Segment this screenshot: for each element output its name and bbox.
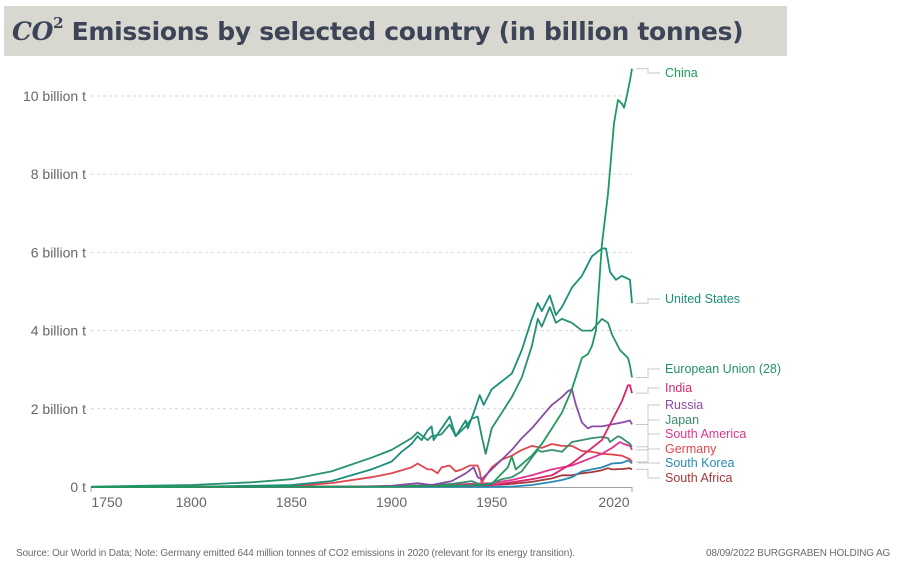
y-tick-label: 8 billion t	[31, 166, 86, 182]
y-tick-label: 10 billion t	[23, 88, 86, 104]
label-connectors	[636, 68, 660, 479]
label-connector	[636, 387, 660, 394]
chart-title: CO2 Emissions by selected country (in bi…	[12, 14, 744, 46]
y-tick-label: 0 t	[70, 479, 86, 495]
x-tick-label: 2020	[598, 494, 629, 510]
series-label: South Africa	[665, 471, 732, 485]
x-tick-label: 1850	[276, 494, 307, 510]
x-tick-label: 1800	[176, 494, 207, 510]
series-label: European Union (28)	[665, 362, 781, 376]
series-label: China	[665, 66, 698, 80]
series-label: Japan	[665, 413, 699, 427]
series-line-united-states	[90, 247, 633, 488]
source-note: Source: Our World in Data; Note: Germany…	[16, 548, 575, 559]
series-labels: China United States European Union (28) Ind…	[665, 66, 781, 485]
title-bar: CO2 Emissions by selected country (in bi…	[4, 6, 787, 56]
label-connector	[636, 468, 660, 479]
series-label: Germany	[665, 442, 717, 456]
label-connector	[636, 433, 660, 451]
title-prefix: CO	[12, 17, 54, 46]
line-chart: 0 t 2 billion t 4 billion t 6 billion t 8 bi…	[23, 66, 781, 510]
x-tick-label: 1750	[91, 494, 122, 510]
label-connector	[636, 298, 660, 304]
gridlines	[91, 95, 632, 410]
series-line-japan	[90, 435, 633, 488]
series-line-south-korea	[90, 459, 633, 488]
title-co2: CO2	[12, 14, 64, 46]
y-tick-label: 6 billion t	[31, 244, 86, 260]
date-company: 08/09/2022 BURGGRABEN HOLDING AG	[706, 548, 891, 559]
series-lines	[90, 68, 633, 488]
series-label: India	[665, 381, 692, 395]
x-tick-label: 1950	[476, 494, 507, 510]
label-connector	[636, 368, 660, 379]
label-connector	[636, 448, 660, 463]
label-connector	[636, 68, 660, 74]
series-line-european-union-28	[90, 306, 633, 488]
series-line-china	[90, 68, 633, 488]
series-label: South America	[665, 427, 746, 441]
label-connector	[636, 404, 660, 425]
series-label: South Korea	[665, 456, 735, 470]
title-main-text: Emissions by selected country (in billio…	[63, 17, 744, 46]
title-superscript: 2	[53, 14, 64, 32]
y-tick-label: 4 billion t	[31, 323, 86, 339]
series-line-south-america	[90, 441, 633, 488]
series-label: Russia	[665, 398, 703, 412]
x-tick-label: 1900	[376, 494, 407, 510]
y-tick-label: 2 billion t	[31, 401, 86, 417]
series-line-germany	[90, 443, 633, 488]
series-label: United States	[665, 292, 740, 306]
series-line-india	[90, 384, 633, 488]
x-axis: 1750 1800 1850 1900 1950 2020	[90, 487, 633, 510]
series-line-south-africa	[90, 467, 633, 488]
label-connector	[636, 419, 660, 448]
series-line-russia	[90, 388, 633, 488]
y-axis-ticks: 0 t 2 billion t 4 billion t 6 billion t 8 bi…	[23, 88, 86, 495]
